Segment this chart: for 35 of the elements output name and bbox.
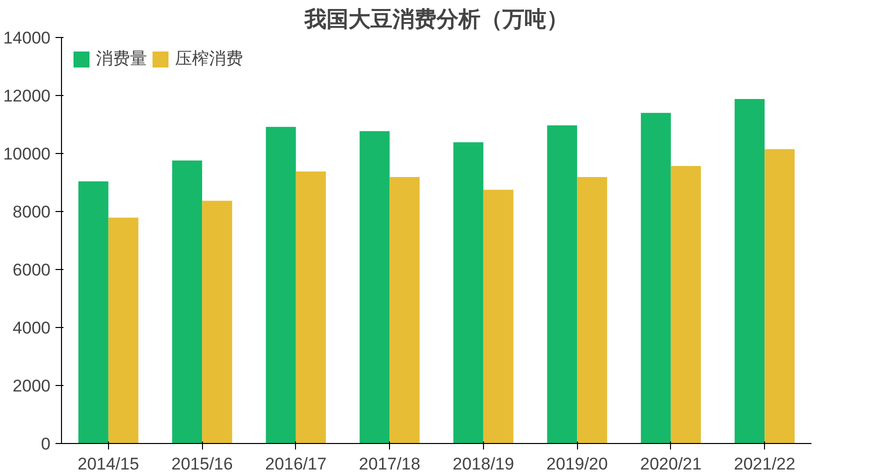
legend-label: 消费量 [96,48,147,70]
y-tick-label: 12000 [3,86,51,106]
x-tick-label: 2021/22 [734,454,796,474]
bar [108,218,138,444]
y-tick-label: 14000 [3,28,51,48]
x-tick-label: 2020/21 [640,454,702,474]
y-tick-label: 6000 [12,260,51,280]
bar [764,149,795,444]
bar [453,142,484,444]
bar [577,176,608,444]
y-tick-label: 4000 [12,318,51,338]
bar [202,200,232,444]
bar [670,166,701,444]
x-tick-label: 2015/16 [171,454,233,474]
y-tick-label: 0 [41,434,51,454]
x-tick-label: 2014/15 [78,454,140,474]
x-tick-label: 2017/18 [358,454,420,474]
y-tick-label: 10000 [3,144,51,164]
bar [172,160,202,444]
bar [483,190,514,444]
legend-label: 压榨消费 [175,48,243,70]
x-tick-label: 2018/19 [452,454,514,474]
chart-title: 我国大豆消费分析（万吨） [304,8,568,32]
bar [266,126,296,444]
bar [640,112,671,444]
x-tick-label: 2016/17 [265,454,327,474]
bar [78,181,108,444]
bar [296,171,326,444]
y-tick-label: 2000 [12,376,51,396]
y-tick-label: 8000 [12,202,51,222]
x-tick-label: 2019/20 [546,454,608,474]
bar [360,131,390,444]
bar [390,176,420,444]
bar [547,125,578,444]
bar [734,98,765,444]
